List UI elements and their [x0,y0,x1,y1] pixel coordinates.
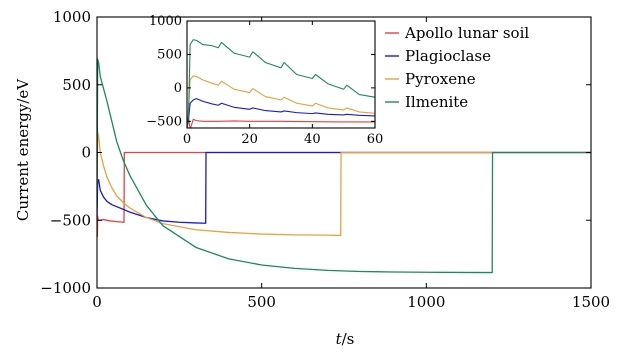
inset-series-pyroxene [187,75,375,128]
x-axis-label-var: t [336,330,343,348]
inset-x-tick-label: 20 [241,132,258,147]
legend-entry: Pyroxene [405,70,476,88]
inset-y-tick-label: 500 [157,47,182,62]
main-series-pyroxene [97,131,591,237]
main-x-tick-label: 1500 [572,293,610,311]
inset-x-tick-label: 60 [367,132,384,147]
inset-series-group [187,39,375,128]
main-x-tick-label: 1000 [407,293,445,311]
inset-x-tick-label: 0 [183,132,191,147]
inset-y-tick-label: −500 [146,114,182,129]
inset-series-apollo-lunar-soil [187,117,375,128]
main-x-tick-label: 0 [92,293,102,311]
inset-series-plagioclase [187,98,375,128]
legend: Apollo lunar soil Plagioclase Pyroxene Ilme… [385,24,529,111]
main-series-group [97,58,591,274]
main-y-tick-label: 1000 [53,8,91,26]
y-axis-label: Current energy/eV [14,78,32,221]
inset-frame [186,20,376,129]
inset-series-ilmenite [187,39,375,128]
main-series-apollo-lunar-soil [97,151,591,238]
inset-y-tick-label: 0 [174,81,182,96]
legend-entry: Apollo lunar soil [404,24,529,42]
main-series-ilmenite [97,58,591,274]
inset-y-tick-label: 1000 [149,14,182,29]
x-axis-label-unit: /s [342,330,355,348]
main-y-tick-label: −500 [50,211,91,229]
x-axis-label: t/s [336,330,355,348]
legend-entry: Ilmenite [405,93,468,111]
main-x-tick-label: 500 [247,293,276,311]
main-y-tick-label: −1000 [40,279,91,297]
inset-x-tick-label: 40 [304,132,321,147]
main-y-tick-label: 0 [81,144,91,162]
main-y-tick-label: 500 [62,76,91,94]
legend-entry: Plagioclase [405,47,491,65]
main-series-plagioclase [97,151,591,224]
